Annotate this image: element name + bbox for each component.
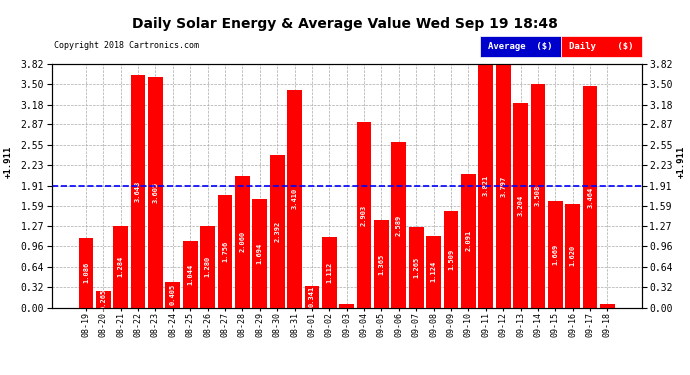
Text: 3.605: 3.605 bbox=[152, 182, 159, 203]
Bar bbox=[113, 226, 128, 308]
Bar bbox=[513, 103, 528, 308]
Text: 1.694: 1.694 bbox=[257, 243, 263, 264]
Text: 3.464: 3.464 bbox=[587, 186, 593, 208]
Bar bbox=[600, 304, 615, 307]
Bar bbox=[461, 174, 476, 308]
Text: 1.044: 1.044 bbox=[187, 264, 193, 285]
Text: 3.508: 3.508 bbox=[535, 185, 541, 206]
Bar bbox=[200, 226, 215, 308]
Text: 1.086: 1.086 bbox=[83, 262, 89, 284]
Text: +1.911: +1.911 bbox=[677, 146, 687, 178]
Text: 2.903: 2.903 bbox=[361, 204, 367, 225]
Text: 2.392: 2.392 bbox=[274, 220, 280, 242]
Bar bbox=[357, 122, 371, 308]
Bar bbox=[409, 227, 424, 308]
Text: Copyright 2018 Cartronics.com: Copyright 2018 Cartronics.com bbox=[54, 41, 199, 50]
Text: 1.620: 1.620 bbox=[570, 245, 575, 267]
Bar bbox=[217, 195, 233, 308]
Bar bbox=[496, 65, 511, 308]
Text: 1.509: 1.509 bbox=[448, 249, 454, 270]
Bar bbox=[444, 211, 458, 308]
Bar bbox=[235, 176, 250, 308]
Text: 1.756: 1.756 bbox=[222, 241, 228, 262]
Bar bbox=[391, 142, 406, 308]
Bar bbox=[339, 304, 354, 307]
Text: 1.365: 1.365 bbox=[379, 254, 384, 274]
Bar bbox=[304, 286, 319, 308]
Text: Daily Solar Energy & Average Value Wed Sep 19 18:48: Daily Solar Energy & Average Value Wed S… bbox=[132, 17, 558, 31]
Text: 3.821: 3.821 bbox=[483, 175, 489, 196]
Bar bbox=[287, 90, 302, 308]
Bar bbox=[374, 220, 389, 308]
Bar bbox=[548, 201, 563, 308]
Text: 3.204: 3.204 bbox=[518, 195, 524, 216]
Text: 1.265: 1.265 bbox=[413, 256, 420, 278]
Text: 0.265: 0.265 bbox=[100, 288, 106, 310]
Text: 3.797: 3.797 bbox=[500, 176, 506, 197]
Bar bbox=[565, 204, 580, 308]
Text: +1.911: +1.911 bbox=[3, 146, 13, 178]
Text: 1.669: 1.669 bbox=[552, 244, 558, 265]
Text: 2.091: 2.091 bbox=[466, 230, 471, 251]
Text: 3.648: 3.648 bbox=[135, 180, 141, 202]
Bar bbox=[96, 291, 110, 308]
Bar bbox=[148, 78, 163, 308]
Bar bbox=[183, 241, 197, 308]
Bar bbox=[531, 84, 545, 308]
Text: 0.405: 0.405 bbox=[170, 284, 176, 305]
Text: 1.284: 1.284 bbox=[118, 256, 124, 277]
Text: 1.112: 1.112 bbox=[326, 261, 333, 283]
Bar bbox=[322, 237, 337, 308]
Bar bbox=[478, 64, 493, 308]
Text: 1.280: 1.280 bbox=[205, 256, 210, 277]
Bar bbox=[426, 236, 441, 308]
Text: Daily    ($): Daily ($) bbox=[569, 42, 633, 51]
Bar bbox=[270, 155, 284, 308]
Bar bbox=[166, 282, 180, 308]
Bar bbox=[130, 75, 146, 308]
Text: 0.341: 0.341 bbox=[309, 286, 315, 307]
Text: 3.410: 3.410 bbox=[292, 188, 297, 209]
Text: 2.060: 2.060 bbox=[239, 231, 246, 252]
Text: Average  ($): Average ($) bbox=[488, 42, 552, 51]
Bar bbox=[583, 87, 598, 308]
Text: 1.124: 1.124 bbox=[431, 261, 437, 282]
Text: 2.589: 2.589 bbox=[396, 214, 402, 236]
Bar bbox=[253, 200, 267, 308]
Bar bbox=[79, 238, 93, 308]
